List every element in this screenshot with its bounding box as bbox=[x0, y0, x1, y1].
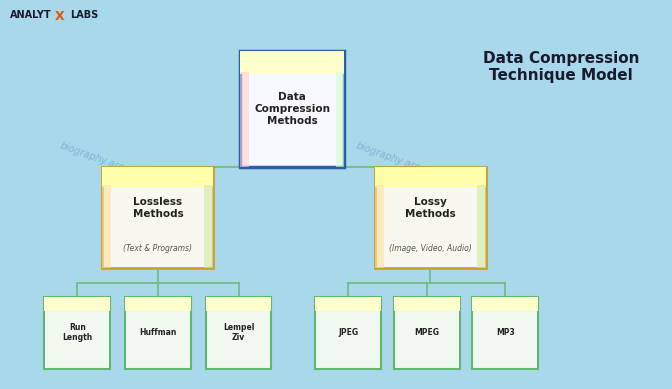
Text: (Text & Programs): (Text & Programs) bbox=[124, 244, 192, 253]
Text: MPEG: MPEG bbox=[414, 328, 439, 337]
FancyBboxPatch shape bbox=[315, 297, 381, 369]
FancyBboxPatch shape bbox=[315, 297, 381, 311]
FancyBboxPatch shape bbox=[375, 167, 485, 268]
FancyBboxPatch shape bbox=[125, 297, 191, 369]
Text: Run
Length: Run Length bbox=[62, 323, 93, 342]
Text: MP3: MP3 bbox=[496, 328, 515, 337]
Text: Lempel
Ziv: Lempel Ziv bbox=[223, 323, 254, 342]
FancyBboxPatch shape bbox=[206, 297, 271, 311]
FancyBboxPatch shape bbox=[240, 72, 249, 167]
Text: LABS: LABS bbox=[71, 10, 99, 20]
Text: biography.aroadtome.com: biography.aroadtome.com bbox=[58, 140, 183, 194]
Text: ANALYT: ANALYT bbox=[10, 10, 52, 20]
FancyBboxPatch shape bbox=[102, 186, 112, 268]
FancyBboxPatch shape bbox=[375, 167, 485, 187]
FancyBboxPatch shape bbox=[476, 186, 485, 268]
FancyBboxPatch shape bbox=[472, 297, 538, 311]
FancyBboxPatch shape bbox=[394, 297, 460, 369]
FancyBboxPatch shape bbox=[336, 72, 344, 167]
FancyBboxPatch shape bbox=[375, 186, 384, 268]
Text: (Image, Video, Audio): (Image, Video, Audio) bbox=[388, 244, 472, 253]
Text: X: X bbox=[55, 10, 65, 23]
Text: Lossy
Methods: Lossy Methods bbox=[405, 197, 456, 219]
FancyBboxPatch shape bbox=[206, 297, 271, 369]
Text: Huffman: Huffman bbox=[139, 328, 177, 337]
Text: biography.aroadtome.com: biography.aroadtome.com bbox=[354, 140, 479, 194]
FancyBboxPatch shape bbox=[394, 297, 460, 311]
FancyBboxPatch shape bbox=[102, 167, 214, 268]
FancyBboxPatch shape bbox=[240, 51, 344, 74]
FancyBboxPatch shape bbox=[125, 297, 191, 311]
Text: JPEG: JPEG bbox=[338, 328, 358, 337]
FancyBboxPatch shape bbox=[44, 297, 110, 311]
Text: Data
Compression
Methods: Data Compression Methods bbox=[254, 92, 331, 126]
Text: Lossless
Methods: Lossless Methods bbox=[132, 197, 183, 219]
FancyBboxPatch shape bbox=[240, 51, 344, 167]
FancyBboxPatch shape bbox=[44, 297, 110, 369]
FancyBboxPatch shape bbox=[204, 186, 214, 268]
FancyBboxPatch shape bbox=[102, 167, 214, 187]
FancyBboxPatch shape bbox=[472, 297, 538, 369]
Text: Data Compression
Technique Model: Data Compression Technique Model bbox=[483, 51, 639, 83]
